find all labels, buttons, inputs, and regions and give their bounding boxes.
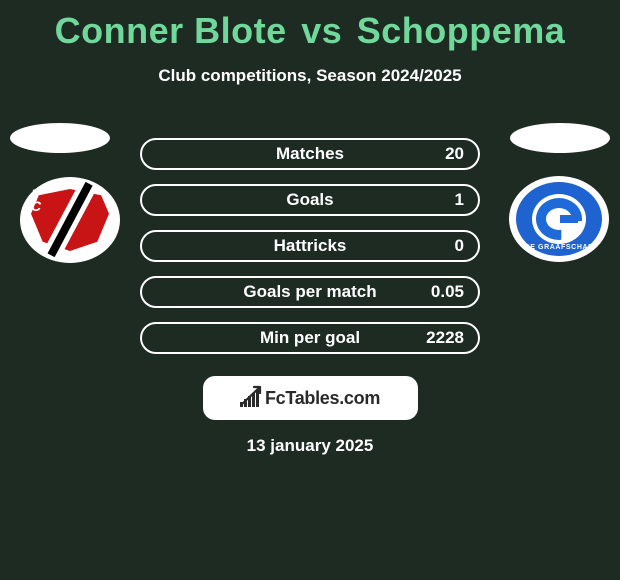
page-title: Conner Blote vs Schoppema [0,0,620,52]
stat-row-matches: Matches 20 [140,138,480,170]
stat-label: Goals per match [243,282,376,302]
club-left-badge: FC [20,177,120,263]
stat-label: Hattricks [274,236,347,256]
stat-value: 2228 [426,328,464,348]
stat-label: Goals [286,190,333,210]
stat-row-hattricks: Hattricks 0 [140,230,480,262]
bar-chart-arrow-icon [240,389,259,407]
stat-value: 0.05 [431,282,464,302]
site-badge-text: FcTables.com [265,388,380,409]
stat-row-goals-per-match: Goals per match 0.05 [140,276,480,308]
stat-value: 20 [445,144,464,164]
title-player1: Conner Blote [55,10,287,51]
player2-avatar-placeholder [510,123,610,153]
title-player2: Schoppema [357,10,566,51]
date-text: 13 january 2025 [0,436,620,456]
subtitle: Club competitions, Season 2024/2025 [0,66,620,86]
de-graafschap-logo-icon: DE GRAAFSCHAP [510,177,608,261]
site-badge: FcTables.com [203,376,418,420]
stat-value: 0 [455,236,464,256]
club-right-badge: DE GRAAFSCHAP [509,176,609,262]
stat-row-goals: Goals 1 [140,184,480,216]
stat-row-min-per-goal: Min per goal 2228 [140,322,480,354]
stat-label: Matches [276,144,344,164]
stat-label: Min per goal [260,328,360,348]
fc-utrecht-logo-icon: FC [25,183,115,257]
stat-value: 1 [455,190,464,210]
title-vs: vs [301,10,342,51]
player1-avatar-placeholder [10,123,110,153]
